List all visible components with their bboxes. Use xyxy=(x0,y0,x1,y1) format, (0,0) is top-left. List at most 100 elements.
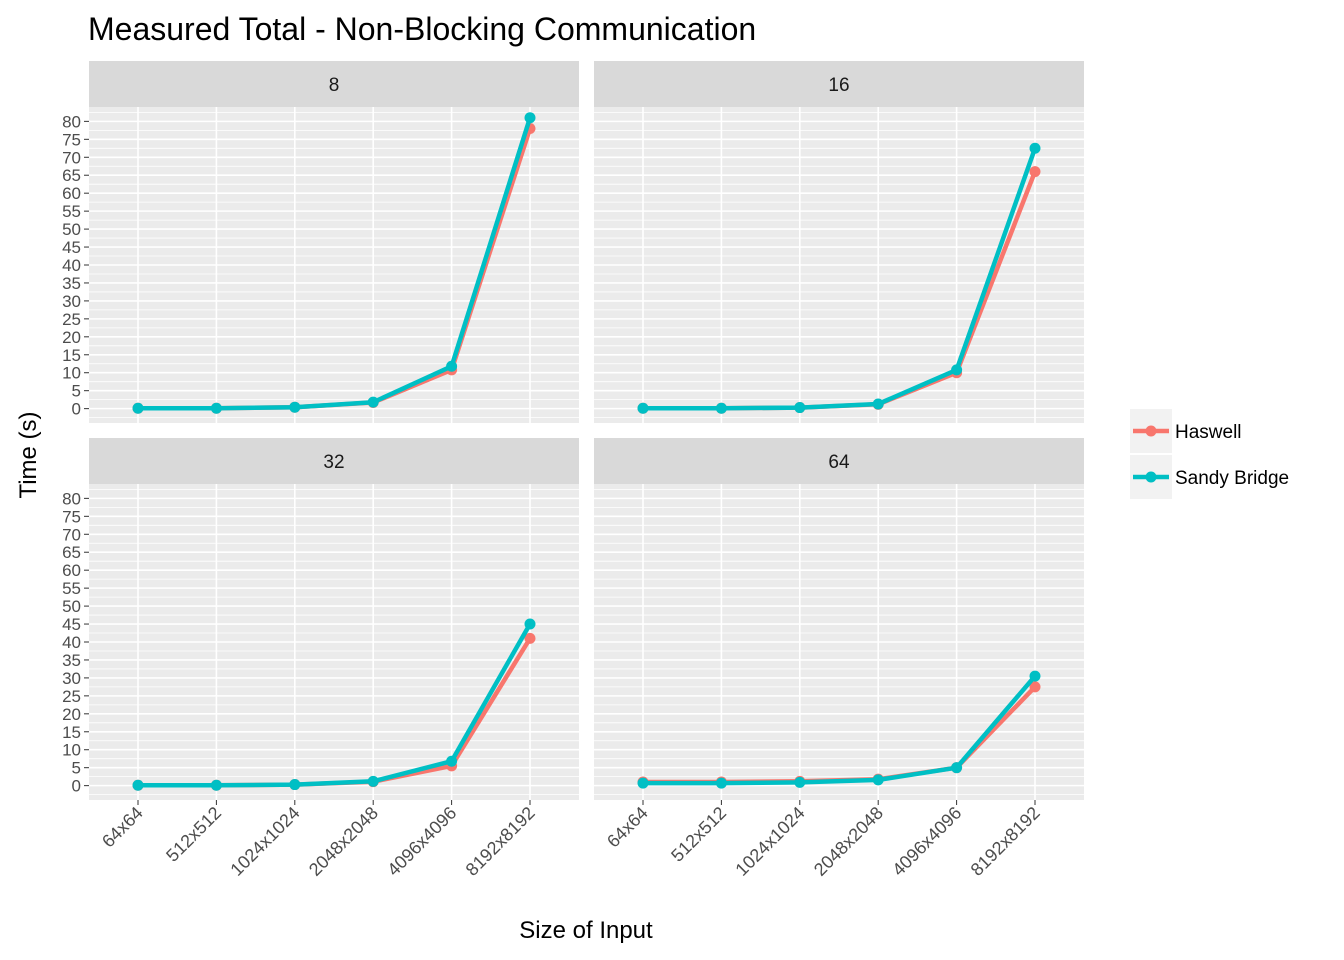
data-point-sandy-bridge xyxy=(794,776,806,788)
data-point-sandy-bridge xyxy=(1029,142,1041,154)
x-tick-label: 1024x1024 xyxy=(226,803,303,880)
y-tick-label: 50 xyxy=(62,220,81,239)
y-tick-label: 75 xyxy=(62,507,81,526)
facet-strip-label: 64 xyxy=(828,452,850,473)
facet-strip xyxy=(89,438,579,484)
y-tick-label: 25 xyxy=(62,310,81,329)
x-tick-label: 64x64 xyxy=(603,803,652,852)
facet-strip-label: 32 xyxy=(323,452,344,473)
y-tick-label: 45 xyxy=(62,238,81,257)
y-tick-label: 70 xyxy=(62,148,81,167)
y-tick-label: 60 xyxy=(62,184,81,203)
data-point-sandy-bridge xyxy=(289,779,301,791)
y-tick-label: 55 xyxy=(62,202,81,221)
data-point-sandy-bridge xyxy=(132,779,144,791)
facet-strip xyxy=(594,438,1084,484)
legend-key-point xyxy=(1145,471,1157,483)
legend-item-haswell: Haswell xyxy=(1130,409,1242,453)
data-point-sandy-bridge xyxy=(872,774,884,786)
y-tick-label: 45 xyxy=(62,615,81,634)
facet-strip-label: 16 xyxy=(828,75,849,96)
series-line-sandy-bridge xyxy=(135,115,533,411)
x-tick-label: 8192x8192 xyxy=(967,803,1044,880)
x-tick-label: 512x512 xyxy=(667,803,730,866)
y-tick-label: 5 xyxy=(72,759,81,778)
y-tick-label: 20 xyxy=(62,705,81,724)
y-tick-label: 70 xyxy=(62,525,81,544)
data-point-sandy-bridge xyxy=(872,398,884,410)
y-tick-label: 50 xyxy=(62,597,81,616)
y-tick-label: 25 xyxy=(62,687,81,706)
data-point-sandy-bridge xyxy=(524,618,536,630)
legend-key-point xyxy=(1145,425,1157,437)
facet-panel-16: 16 xyxy=(594,61,1084,423)
y-tick-label: 30 xyxy=(62,669,81,688)
facet-strip-label: 8 xyxy=(329,75,340,96)
y-tick-label: 40 xyxy=(62,256,81,275)
y-tick-label: 15 xyxy=(62,723,81,742)
y-tick-label: 15 xyxy=(62,346,81,365)
data-point-sandy-bridge xyxy=(715,777,727,789)
legend-item-sandy-bridge: Sandy Bridge xyxy=(1130,455,1289,499)
data-point-haswell xyxy=(524,632,536,644)
y-tick-label: 80 xyxy=(62,489,81,508)
series-line-sandy-bridge xyxy=(640,146,1038,411)
data-point-sandy-bridge xyxy=(637,777,649,789)
y-axis-title: Time (s) xyxy=(15,411,42,498)
y-tick-label: 10 xyxy=(62,364,81,383)
y-tick-label: 5 xyxy=(72,382,81,401)
data-point-sandy-bridge xyxy=(637,402,649,414)
data-point-sandy-bridge xyxy=(210,779,222,791)
facet-panels: 8051015202530354045505560657075801632051… xyxy=(62,61,1084,880)
y-tick-label: 55 xyxy=(62,579,81,598)
x-tick-label: 2048x2048 xyxy=(305,803,382,880)
y-tick-label: 65 xyxy=(62,166,81,185)
data-point-sandy-bridge xyxy=(446,360,458,372)
chart-title: Measured Total - Non-Blocking Communicat… xyxy=(88,11,756,47)
x-axis-title: Size of Input xyxy=(519,917,653,944)
data-point-sandy-bridge xyxy=(289,401,301,413)
x-tick-label: 4096x4096 xyxy=(888,803,965,880)
x-tick-label: 8192x8192 xyxy=(462,803,539,880)
data-point-sandy-bridge xyxy=(794,402,806,414)
data-point-sandy-bridge xyxy=(951,762,963,774)
facet-strip xyxy=(594,61,1084,107)
y-tick-label: 75 xyxy=(62,130,81,149)
facet-strip xyxy=(89,61,579,107)
y-tick-label: 0 xyxy=(72,777,81,796)
legend: Haswell Sandy Bridge xyxy=(1130,409,1289,499)
data-point-sandy-bridge xyxy=(367,396,379,408)
y-tick-label: 65 xyxy=(62,543,81,562)
data-point-haswell xyxy=(1029,681,1041,693)
y-tick-label: 10 xyxy=(62,741,81,760)
data-point-sandy-bridge xyxy=(446,755,458,767)
x-tick-label: 1024x1024 xyxy=(731,803,808,880)
data-point-sandy-bridge xyxy=(715,402,727,414)
y-tick-label: 35 xyxy=(62,651,81,670)
data-point-haswell xyxy=(1029,166,1041,178)
legend-label: Sandy Bridge xyxy=(1175,468,1289,489)
data-point-sandy-bridge xyxy=(210,402,222,414)
facet-panel-64: 64 64x64 512x512 1024x1024 2048x2048 4096x409… xyxy=(594,438,1084,880)
series-line-sandy-bridge xyxy=(640,673,1038,786)
y-tick-label: 30 xyxy=(62,292,81,311)
data-point-sandy-bridge xyxy=(1029,670,1041,682)
y-tick-label: 60 xyxy=(62,561,81,580)
y-tick-label: 20 xyxy=(62,328,81,347)
y-tick-label: 35 xyxy=(62,274,81,293)
y-tick-label: 40 xyxy=(62,633,81,652)
y-tick-label: 80 xyxy=(62,112,81,131)
data-point-sandy-bridge xyxy=(524,112,536,124)
x-tick-label: 64x64 xyxy=(98,803,147,852)
data-point-sandy-bridge xyxy=(132,402,144,414)
y-tick-label: 0 xyxy=(72,400,81,419)
series-line-sandy-bridge xyxy=(135,621,533,788)
x-tick-label: 512x512 xyxy=(162,803,225,866)
data-point-sandy-bridge xyxy=(367,775,379,787)
x-tick-label: 4096x4096 xyxy=(383,803,460,880)
legend-label: Haswell xyxy=(1175,422,1242,443)
x-tick-label: 2048x2048 xyxy=(810,803,887,880)
